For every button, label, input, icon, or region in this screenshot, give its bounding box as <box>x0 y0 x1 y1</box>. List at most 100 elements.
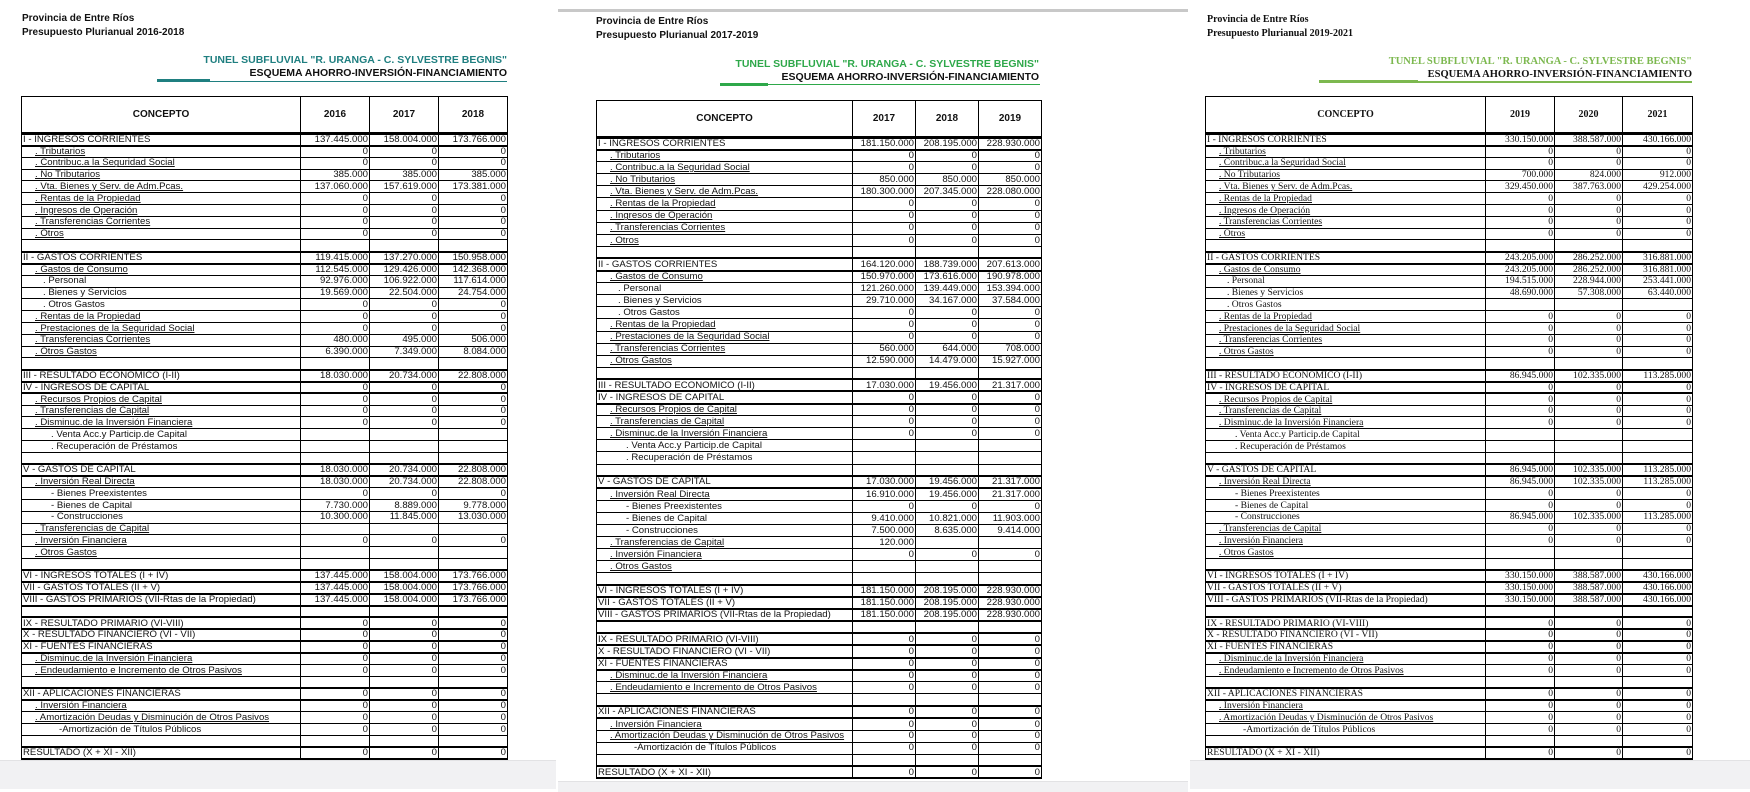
value-cell: 330.150.000 <box>1485 132 1555 147</box>
table-row: . Inversión Financiera 0 0 0 <box>21 534 508 548</box>
row-label: . Transferencias de Capital <box>35 405 150 417</box>
entity-title: TUNEL SUBFLUVIAL "R. URANGA - C. SYLVEST… <box>203 54 507 66</box>
row-label: II - GASTOS CORRIENTES <box>23 251 143 263</box>
value-cell <box>915 439 979 453</box>
value-cell: 385.000 <box>369 169 439 182</box>
value-cell: 0 <box>1622 534 1693 548</box>
row-label: . Ingresos de Operación <box>35 204 138 216</box>
spacer-row <box>1205 452 1693 465</box>
value-cell <box>300 428 370 442</box>
table-row: IV - INGRESOS DE CAPITAL 0 0 0 <box>1205 380 1693 395</box>
row-label: . Endeudamiento e Incremento de Otros Pa… <box>610 681 817 693</box>
table-row: . Transferencias Corrientes 0 0 0 <box>1205 216 1693 229</box>
table-row: . Venta Acc.y Particip.de Capital <box>21 428 508 442</box>
value-cell: 0 <box>978 197 1042 211</box>
row-label: . Transferencias Corrientes <box>610 343 726 355</box>
budget-period: Presupuesto Plurianual 2019-2021 <box>1207 28 1353 39</box>
value-cell <box>978 451 1042 465</box>
concept-cell: X - RESULTADO FINANCIERO (VI - VII) <box>1205 628 1486 643</box>
concept-cell: III - RESULTADO ECONOMICO (I-II) <box>21 368 301 383</box>
table-row: . Rentas de la Propiedad 0 0 0 <box>1205 192 1693 206</box>
value-cell: 0 <box>1554 487 1623 500</box>
table-row: RESULTADO (X + XI - XII) 0 0 0 <box>21 746 508 761</box>
value-cell <box>369 428 439 442</box>
row-label: . Bienes y Servicios <box>43 287 127 299</box>
value-cell: 0 <box>852 222 916 235</box>
value-cell: 0 <box>1622 416 1693 430</box>
value-cell: 0 <box>978 427 1042 441</box>
row-label: . Personal <box>618 282 662 294</box>
row-label: . Transferencias Corrientes <box>1219 216 1323 228</box>
empty-cell <box>1205 605 1486 618</box>
column-header-year: 2016 <box>300 96 370 135</box>
table-row: XII - APLICACIONES FINANCIERAS 0 0 0 <box>1205 687 1693 702</box>
value-cell: 0 <box>369 534 439 548</box>
value-cell: 181.150.000 <box>852 608 916 623</box>
scheme-title: ESQUEMA AHORRO-INVERSIÓN-FINANCIAMIENTO <box>249 67 507 79</box>
concept-cell: . Inversión Financiera <box>21 700 301 713</box>
value-cell: 0 <box>1554 310 1623 324</box>
value-cell: 0 <box>369 664 439 677</box>
title-rule <box>1319 81 1692 83</box>
value-cell <box>1485 428 1555 442</box>
value-cell: 0 <box>438 192 508 206</box>
row-label: -Amortización de Títulos Públicos <box>1243 723 1376 735</box>
table-row: . Otros Gastos <box>21 546 508 559</box>
row-label: . Transferencias Corrientes <box>35 334 151 346</box>
value-cell: 0 <box>852 742 916 755</box>
concept-cell: X - RESULTADO FINANCIERO (VI - VII) <box>21 628 301 643</box>
row-label: . Transferencias Corrientes <box>1219 334 1323 346</box>
value-cell: 0 <box>852 197 916 211</box>
value-cell: 19.456.000 <box>915 488 979 501</box>
budget-table: CONCEPTO 2017 2018 2019 I - INGRESOS CORRIEN… <box>596 100 1042 780</box>
value-cell: 0 <box>1622 157 1693 170</box>
header-row: CONCEPTO 2017 2018 2019 <box>596 100 1042 139</box>
table-row: IX - RESULTADO PRIMARIO (VI-VIII) 0 0 0 <box>1205 616 1693 631</box>
value-cell <box>300 676 370 689</box>
row-label: . Recursos Propios de Capital <box>610 404 737 416</box>
value-cell: 113.285.000 <box>1622 463 1693 477</box>
value-cell: 0 <box>1554 228 1623 241</box>
concept-cell: . Ingresos de Operación <box>1205 204 1486 217</box>
row-label: -Amortización de Títulos Públicos <box>59 723 202 735</box>
value-cell: 0 <box>438 640 508 654</box>
concept-cell: . Bienes y Servicios <box>1205 287 1486 300</box>
title-rule-accent <box>157 79 210 82</box>
title-rule-accent <box>720 83 768 86</box>
concept-cell: . Rentas de la Propiedad <box>1205 192 1486 206</box>
value-cell: 0 <box>915 318 979 332</box>
row-label: V - GASTOS DE CAPITAL <box>23 464 136 476</box>
table-row: XI - FUENTES FINANCIERAS 0 0 0 <box>596 656 1042 671</box>
row-label: . Bienes y Servicios <box>618 294 702 306</box>
value-cell: 228.930.000 <box>978 136 1042 151</box>
table-row: XI - FUENTES FINANCIERAS 0 0 0 <box>1205 640 1693 654</box>
concept-cell: XII - APLICACIONES FINANCIERAS <box>596 704 853 720</box>
value-cell: 0 <box>978 644 1042 659</box>
value-cell: 0 <box>1485 700 1555 713</box>
row-label: IX - RESULTADO PRIMARIO (VI-VIII) <box>598 633 759 645</box>
value-cell: 0 <box>915 644 979 659</box>
value-cell: 0 <box>438 664 508 677</box>
value-cell: 113.285.000 <box>1622 475 1693 489</box>
concept-cell: . Amortización Deudas y Disminución de O… <box>1205 711 1486 725</box>
row-label: . Disminuc.de la Inversión Financiera <box>35 417 193 429</box>
table-row: . Transferencias de Capital 0 0 0 <box>1205 405 1693 418</box>
table-row: . Inversión Real Directa 18.030.000 20.734… <box>21 475 508 489</box>
value-cell: 113.285.000 <box>1622 511 1693 524</box>
value-cell: 0 <box>438 204 508 217</box>
table-row: - Bienes Preexistentes 0 0 0 <box>1205 487 1693 500</box>
value-cell: 34.167.000 <box>915 294 979 308</box>
value-cell: 560.000 <box>852 343 916 356</box>
table-row: . Recuperación de Préstamos <box>596 451 1042 465</box>
row-label: . Personal <box>43 275 87 287</box>
value-cell: 0 <box>1554 628 1623 643</box>
value-cell: 102.335.000 <box>1554 368 1623 383</box>
column-header-year: 2019 <box>1485 96 1555 135</box>
concept-cell: . Contribuc.a la Seguridad Social <box>596 161 853 175</box>
value-cell <box>300 357 370 371</box>
value-cell: 0 <box>852 548 916 562</box>
concept-cell: IV - INGRESOS DE CAPITAL <box>1205 380 1486 395</box>
value-cell: 14.479.000 <box>915 355 979 368</box>
row-label: . Gastos de Consumo <box>35 263 128 275</box>
row-label: XI - FUENTES FINANCIERAS <box>1207 641 1334 653</box>
